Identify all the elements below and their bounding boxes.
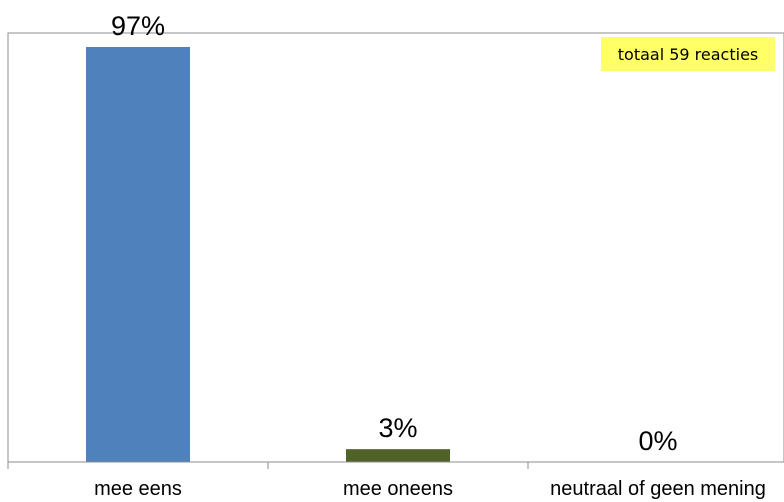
annotation-box: totaal 59 reacties <box>601 37 775 71</box>
data-label-neutraal-of-geen-mening: 0% <box>638 426 677 456</box>
data-labels-group: 97% 3% 0% <box>111 11 678 456</box>
data-label-mee-oneens: 3% <box>378 413 417 443</box>
annotation-background <box>601 37 775 71</box>
bar-mee-eens <box>86 47 190 462</box>
bar-mee-oneens <box>346 449 450 462</box>
bars-group <box>86 47 450 462</box>
data-label-mee-eens: 97% <box>111 11 165 41</box>
annotation-text: totaal 59 reacties <box>618 45 759 64</box>
tick-label-mee-oneens: mee oneens <box>343 478 453 500</box>
tick-label-mee-eens: mee eens <box>94 478 182 500</box>
tick-label-neutraal-of-geen-mening: neutraal of geen mening <box>550 478 766 500</box>
x-axis-ticks-group: mee eens mee oneens neutraal of geen menin… <box>7 462 766 500</box>
